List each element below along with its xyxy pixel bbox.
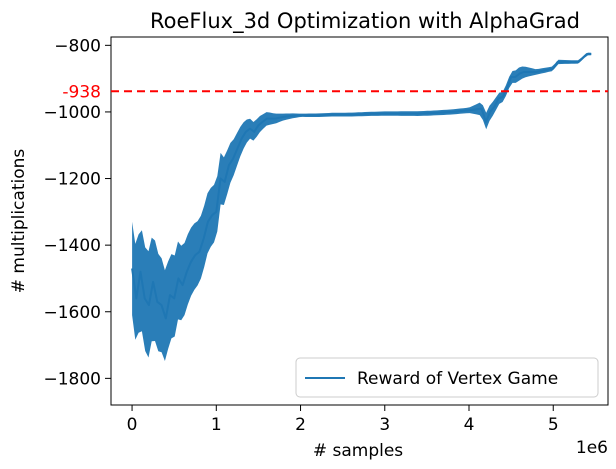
x-tick-label: 5 xyxy=(548,415,559,435)
chart-title: RoeFlux_3d Optimization with AlphaGrad xyxy=(150,9,580,34)
legend-label: Reward of Vertex Game xyxy=(357,369,558,389)
y-tick-label: −1000 xyxy=(43,103,101,123)
plot-frame xyxy=(110,36,609,406)
series-line-reward-of-vertex-game xyxy=(131,53,592,320)
y-tick-label: −1600 xyxy=(43,303,101,323)
series-variation-band xyxy=(132,52,592,361)
x-tick-label: 2 xyxy=(295,415,306,435)
y-axis: −1800 −1600 −1400 −1200 −1000 −800 xyxy=(43,36,111,389)
x-tick-label: 0 xyxy=(127,415,138,435)
y-tick-label: −1200 xyxy=(43,170,101,190)
legend: Reward of Vertex Game xyxy=(295,357,599,398)
x-tick-label: 4 xyxy=(464,415,475,435)
y-tick-label: −1800 xyxy=(43,369,101,389)
y-tick-label: −1400 xyxy=(43,236,101,256)
x-axis-scale-label: 1e6 xyxy=(576,438,608,458)
legend-box xyxy=(295,357,599,398)
x-tick-label: 1 xyxy=(211,415,222,435)
x-axis: 0 1 2 3 4 5 xyxy=(127,405,559,435)
x-tick-label: 3 xyxy=(379,415,390,435)
plot-area xyxy=(110,36,609,406)
reference-line-label: -938 xyxy=(62,82,101,102)
y-tick-label: −800 xyxy=(54,36,101,56)
x-axis-label: # samples xyxy=(313,441,403,461)
y-axis-label: # multiplications xyxy=(9,149,29,294)
